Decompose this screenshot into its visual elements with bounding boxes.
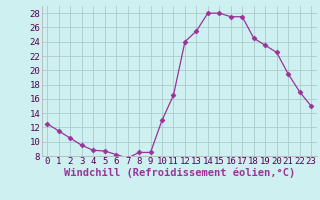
X-axis label: Windchill (Refroidissement éolien,°C): Windchill (Refroidissement éolien,°C) xyxy=(64,168,295,178)
